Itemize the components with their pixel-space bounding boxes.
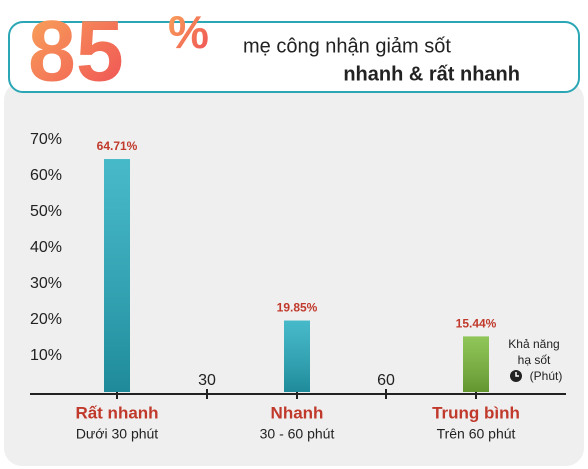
panel bbox=[4, 82, 584, 466]
x-axis-label: hạ sốt bbox=[518, 353, 551, 367]
x-sub-label: Trên 60 phút bbox=[437, 426, 516, 442]
y-tick-label: 30% bbox=[30, 275, 62, 292]
x-tick-label: Rất nhanh bbox=[75, 403, 158, 422]
y-tick-label: 70% bbox=[30, 131, 62, 148]
header-box bbox=[8, 21, 580, 93]
y-tick-label: 40% bbox=[30, 239, 62, 256]
y-tick-label: 20% bbox=[30, 311, 62, 328]
bar-shade bbox=[284, 320, 310, 392]
boundary-label: 60 bbox=[377, 372, 395, 389]
x-axis-label: Khả năng bbox=[508, 337, 559, 351]
x-sub-label: 30 - 60 phút bbox=[260, 426, 335, 442]
value-label: 15.44% bbox=[456, 317, 497, 331]
value-label: 19.85% bbox=[277, 301, 318, 315]
x-tick-label: Nhanh bbox=[271, 403, 324, 422]
headline-number: 85 bbox=[28, 4, 124, 100]
headline-unit: % bbox=[168, 6, 209, 58]
y-tick-label: 10% bbox=[30, 347, 62, 364]
y-tick-label: 50% bbox=[30, 203, 62, 220]
y-tick-label: 60% bbox=[30, 167, 62, 184]
bar-shade bbox=[104, 159, 130, 392]
bar-shade bbox=[463, 336, 489, 392]
x-axis-label: (Phút) bbox=[530, 369, 563, 383]
headline-line2: nhanh & rất nhanh bbox=[343, 63, 520, 85]
clock-hands bbox=[515, 372, 519, 377]
x-sub-label: Dưới 30 phút bbox=[76, 426, 158, 442]
boundary-label: 30 bbox=[198, 372, 216, 389]
value-label: 64.71% bbox=[97, 139, 138, 153]
x-tick-label: Trung bình bbox=[432, 403, 520, 422]
headline-line1: mẹ công nhận giảm sốt bbox=[243, 35, 451, 57]
